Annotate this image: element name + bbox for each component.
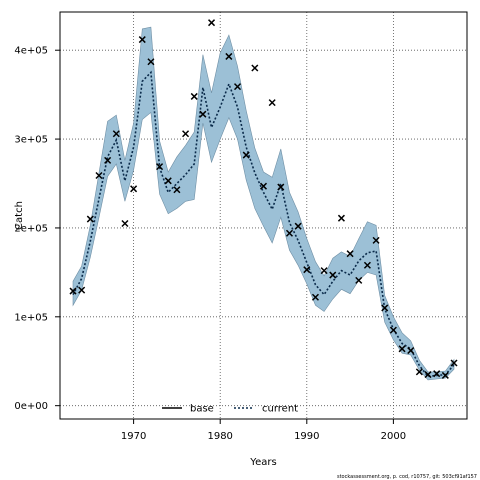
observation-point	[121, 219, 129, 228]
series-line-current	[72, 70, 455, 378]
observation-point	[433, 370, 441, 378]
observation-point	[337, 214, 345, 222]
series-lines	[72, 70, 455, 378]
observation-point	[182, 130, 190, 138]
legend-label-current: current	[262, 404, 298, 415]
observation-point	[277, 183, 285, 191]
observation-point	[112, 130, 120, 138]
observation-point	[372, 236, 380, 244]
observation-point	[95, 171, 103, 180]
observation-point	[294, 222, 302, 230]
y-tick-label-3: 3e+05	[14, 135, 48, 146]
x-axis-title: Years	[249, 457, 276, 468]
y-tick-label-4: 4e+05	[14, 46, 48, 57]
y-axis-ticks: 0e+00 1e+05 2e+05 3e+05 4e+05	[14, 46, 60, 412]
observation-point	[381, 304, 389, 312]
observation-point	[424, 371, 432, 379]
y-axis-title: Catch	[14, 201, 25, 230]
y-tick-label-0: 0e+00	[14, 401, 48, 412]
observation-point	[147, 58, 155, 66]
confidence-band	[72, 26, 455, 381]
observation-point	[86, 215, 94, 223]
observation-point	[78, 286, 86, 294]
observation-point	[104, 156, 112, 164]
observation-point	[208, 19, 216, 27]
observation-point	[389, 326, 397, 334]
observation-point	[450, 359, 458, 367]
observation-point	[233, 83, 242, 91]
observation-point	[69, 287, 77, 295]
observation-point	[173, 186, 181, 194]
observation-point	[346, 250, 354, 258]
x-tick-label-1970: 1970	[121, 431, 146, 442]
observation-point	[251, 64, 259, 72]
observation-point	[268, 99, 276, 107]
observation-point	[242, 151, 250, 159]
observation-point	[441, 371, 449, 379]
x-tick-label-2000: 2000	[381, 431, 406, 442]
plot-frame	[59, 11, 468, 420]
observation-point	[190, 92, 198, 100]
legend-label-base: base	[190, 404, 214, 415]
x-tick-label-1980: 1980	[207, 431, 232, 442]
grid-lines	[60, 12, 467, 419]
y-tick-label-2: 2e+05	[14, 223, 48, 234]
observation-point	[320, 267, 328, 275]
y-tick-label-1: 1e+05	[14, 312, 48, 323]
observation-point	[311, 293, 319, 301]
observation-point	[355, 276, 363, 284]
observation-point	[130, 185, 138, 193]
confidence-band-area	[72, 26, 455, 381]
observation-point	[259, 182, 268, 190]
observation-point	[303, 266, 311, 274]
observation-point	[398, 345, 406, 353]
observation-points	[69, 19, 458, 379]
x-axis-ticks: 1970 1980 1990 2000	[121, 419, 406, 442]
observation-point	[199, 110, 207, 118]
observation-point	[407, 347, 415, 355]
observation-point	[156, 163, 164, 171]
observation-point	[415, 368, 423, 376]
observation-point	[285, 229, 294, 237]
observation-point	[225, 52, 233, 60]
observation-point	[164, 177, 172, 185]
legend: base current	[162, 404, 298, 415]
footer-credit: stockassessment.org, p. cod, r10757, git…	[337, 474, 477, 480]
x-tick-label-1990: 1990	[294, 431, 319, 442]
observation-point	[329, 271, 337, 279]
observation-point	[138, 36, 146, 44]
observation-point	[363, 261, 371, 269]
